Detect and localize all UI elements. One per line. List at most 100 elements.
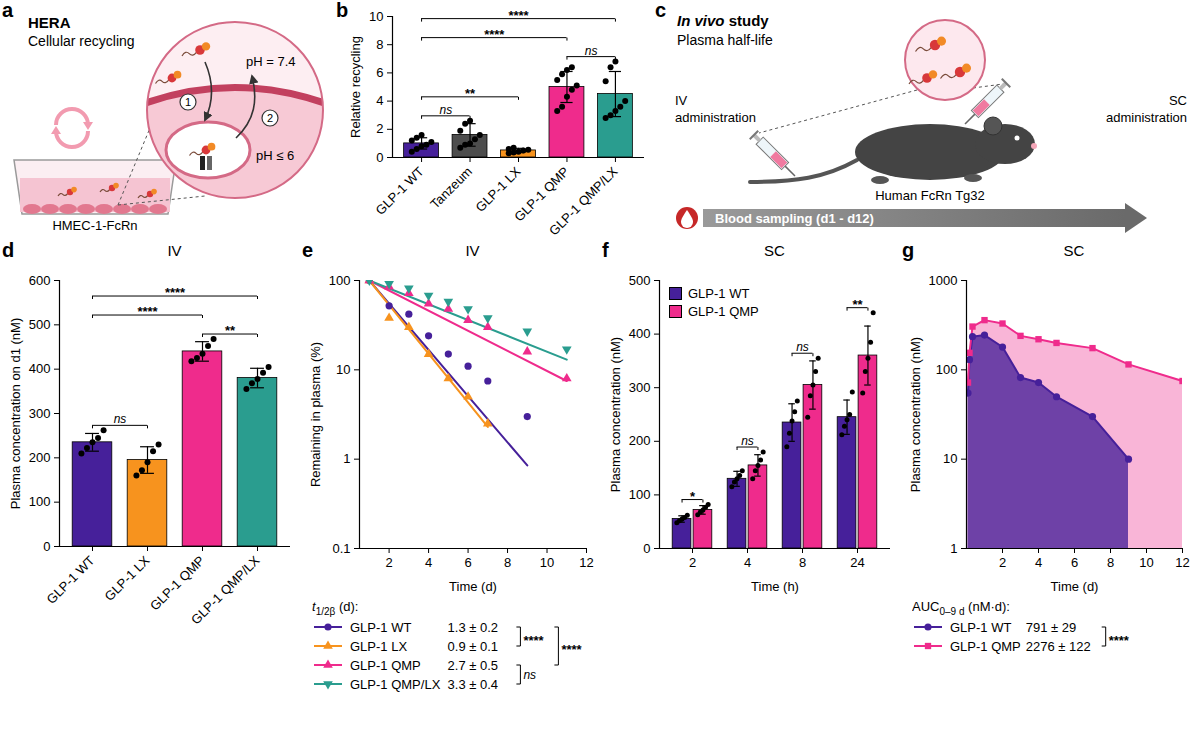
svg-text:3.3 ± 0.4: 3.3 ± 0.4: [448, 677, 499, 692]
svg-text:6: 6: [376, 65, 383, 80]
svg-text:****: ****: [165, 285, 186, 300]
svg-text:4: 4: [425, 555, 432, 570]
svg-text:10: 10: [336, 362, 350, 377]
svg-text:Time (d): Time (d): [1051, 579, 1099, 594]
svg-text:**: **: [465, 86, 476, 101]
svg-text:8: 8: [799, 555, 806, 570]
svg-text:12: 12: [1175, 555, 1189, 570]
svg-text:500: 500: [29, 317, 51, 332]
svg-text:GLP-1 LX: GLP-1 LX: [473, 164, 524, 215]
svg-text:GLP-1 QMP/LX: GLP-1 QMP/LX: [188, 553, 263, 628]
svg-text:****: ****: [561, 642, 582, 657]
svg-text:Tanzeum: Tanzeum: [427, 164, 475, 212]
svg-text:ns: ns: [796, 340, 809, 354]
svg-text:Plasma concentration (nM): Plasma concentration (nM): [908, 337, 923, 492]
svg-text:****: ****: [484, 27, 505, 42]
svg-text:GLP-1 QMP: GLP-1 QMP: [950, 639, 1021, 654]
svg-text:0: 0: [43, 539, 50, 554]
svg-text:100: 100: [29, 494, 51, 509]
svg-text:pH = 7.4: pH = 7.4: [246, 54, 296, 69]
svg-text:791 ± 29: 791 ± 29: [1026, 620, 1077, 635]
svg-text:Human FcRn Tg32: Human FcRn Tg32: [875, 188, 985, 203]
svg-text:400: 400: [629, 326, 651, 341]
svg-text:Cellular recycling: Cellular recycling: [28, 33, 135, 49]
svg-text:2: 2: [267, 112, 273, 124]
svg-text:GLP-1 LX: GLP-1 LX: [350, 639, 407, 654]
svg-text:0.9 ± 0.1: 0.9 ± 0.1: [448, 639, 499, 654]
svg-text:10: 10: [369, 9, 383, 24]
svg-text:1: 1: [950, 541, 957, 556]
svg-text:GLP-1 QMP/LX: GLP-1 QMP/LX: [546, 164, 621, 239]
svg-text:ns: ns: [114, 412, 127, 426]
svg-text:**: **: [852, 297, 863, 312]
svg-text:Relative recycling: Relative recycling: [348, 36, 363, 138]
svg-text:ns: ns: [585, 44, 598, 58]
svg-text:IV: IV: [675, 93, 688, 108]
svg-text:10: 10: [1139, 555, 1153, 570]
svg-text:pH ≤ 6: pH ≤ 6: [256, 148, 294, 163]
svg-text:2: 2: [999, 555, 1006, 570]
svg-text:****: ****: [1109, 633, 1130, 648]
svg-text:0: 0: [376, 150, 383, 165]
svg-text:Remaining in plasma (%): Remaining in plasma (%): [308, 342, 323, 487]
svg-text:GLP-1 WT: GLP-1 WT: [350, 620, 411, 635]
svg-text:6: 6: [464, 555, 471, 570]
svg-text:2: 2: [376, 121, 383, 136]
svg-text:Plasma concentration (nM): Plasma concentration (nM): [608, 337, 623, 492]
svg-text:GLP-1 QMP/LX: GLP-1 QMP/LX: [350, 677, 441, 692]
svg-text:12: 12: [579, 555, 593, 570]
svg-text:2.7 ± 0.5: 2.7 ± 0.5: [448, 658, 499, 673]
svg-text:ns: ns: [523, 668, 536, 682]
svg-text:HERA: HERA: [28, 14, 71, 31]
svg-text:200: 200: [629, 433, 651, 448]
svg-text:500: 500: [629, 273, 651, 288]
svg-text:HMEC-1-FcRn: HMEC-1-FcRn: [52, 218, 137, 233]
svg-text:administration: administration: [675, 110, 756, 125]
svg-text:administration: administration: [1106, 110, 1187, 125]
svg-text:t1/2β (d):: t1/2β (d):: [312, 599, 358, 617]
svg-text:1: 1: [185, 96, 191, 108]
svg-text:ns: ns: [439, 103, 452, 117]
svg-text:100: 100: [629, 487, 651, 502]
svg-text:****: ****: [137, 304, 158, 319]
svg-text:2276 ± 122: 2276 ± 122: [1026, 639, 1091, 654]
svg-text:10: 10: [943, 451, 957, 466]
svg-text:8: 8: [1107, 555, 1114, 570]
svg-text:24: 24: [850, 555, 864, 570]
svg-text:GLP-1 QMP: GLP-1 QMP: [147, 553, 208, 614]
svg-text:****: ****: [508, 8, 529, 23]
svg-text:300: 300: [629, 380, 651, 395]
svg-text:GLP-1 WT: GLP-1 WT: [950, 620, 1011, 635]
svg-text:8: 8: [376, 37, 383, 52]
svg-text:8: 8: [504, 555, 511, 570]
svg-text:4: 4: [1035, 555, 1042, 570]
svg-text:0: 0: [643, 541, 650, 556]
svg-text:300: 300: [29, 406, 51, 421]
svg-text:200: 200: [29, 450, 51, 465]
svg-text:2: 2: [385, 555, 392, 570]
svg-text:*: *: [690, 489, 696, 504]
svg-text:4: 4: [376, 93, 383, 108]
svg-text:Plasma concentration on d1 (nM: Plasma concentration on d1 (nM): [8, 318, 23, 509]
svg-text:1000: 1000: [929, 273, 958, 288]
svg-text:100: 100: [329, 273, 351, 288]
svg-text:400: 400: [29, 361, 51, 376]
svg-text:In vivo study: In vivo study: [677, 12, 769, 29]
svg-text:GLP-1 WT: GLP-1 WT: [44, 553, 98, 607]
svg-text:2: 2: [689, 555, 696, 570]
svg-text:6: 6: [1071, 555, 1078, 570]
svg-text:Time (d): Time (d): [449, 579, 497, 594]
svg-text:GLP-1 QMP: GLP-1 QMP: [350, 658, 421, 673]
svg-text:Time (h): Time (h): [751, 579, 799, 594]
svg-text:Blood sampling (d1 - d12): Blood sampling (d1 - d12): [715, 211, 874, 226]
svg-text:****: ****: [523, 633, 544, 648]
svg-text:ns: ns: [741, 434, 754, 448]
svg-text:100: 100: [936, 362, 958, 377]
svg-text:GLP-1 WT: GLP-1 WT: [373, 164, 427, 218]
svg-text:1.3 ± 0.2: 1.3 ± 0.2: [448, 620, 499, 635]
svg-text:Plasma half-life: Plasma half-life: [677, 32, 773, 48]
svg-text:1: 1: [343, 451, 350, 466]
svg-text:600: 600: [29, 273, 51, 288]
svg-text:**: **: [225, 323, 236, 338]
svg-text:4: 4: [744, 555, 751, 570]
